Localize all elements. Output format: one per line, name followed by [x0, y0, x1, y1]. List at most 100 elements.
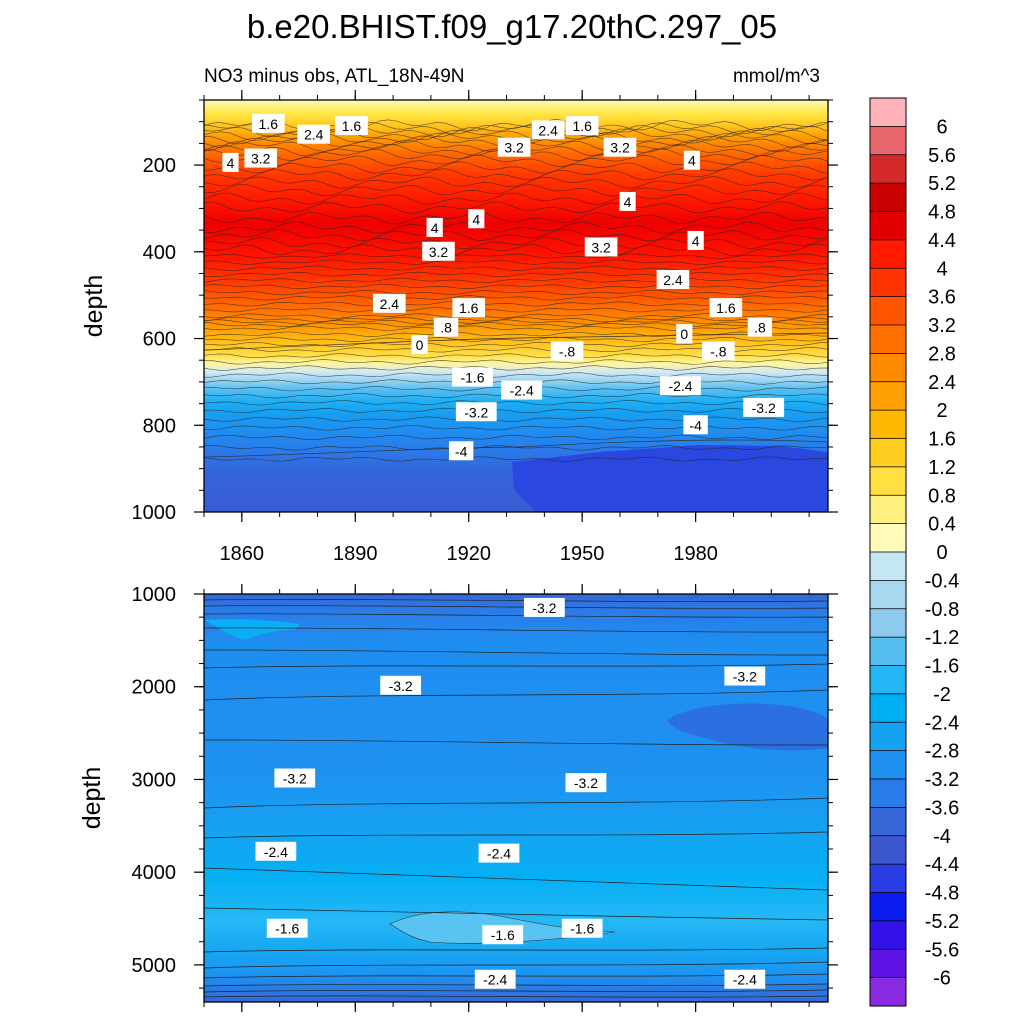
contour-label-text: -1.6 — [570, 921, 594, 937]
contour-label: 1.6 — [335, 116, 368, 136]
contour-label-text: 3.2 — [251, 151, 271, 167]
colorbar-label: 3.2 — [928, 315, 956, 337]
contour-label-box — [255, 841, 297, 861]
colorbar-label: -1.6 — [925, 656, 959, 678]
colorbar-swatch — [870, 693, 906, 723]
contour-label-text: 3.2 — [504, 140, 524, 156]
lower-y-axis-title: depth — [78, 767, 106, 830]
colorbar-swatch — [870, 381, 906, 411]
contour-label: 1.6 — [709, 298, 743, 318]
contour-label: .8 — [433, 317, 459, 337]
colorbar-label: -3.6 — [925, 797, 959, 819]
contour-label-text: 1.6 — [572, 118, 592, 134]
y-tick-label: 3000 — [132, 769, 177, 791]
contour-label-box — [683, 150, 700, 170]
contour-label-box — [687, 230, 704, 250]
upper-contour-line — [203, 201, 829, 214]
contour-label-text: -1.6 — [491, 927, 515, 943]
colorbar-swatch — [870, 779, 906, 808]
contour-label-text: 1.6 — [259, 116, 279, 132]
contour-label-box — [433, 317, 459, 337]
chart-title: b.e20.BHIST.f09_g17.20thC.297_05 — [247, 8, 777, 45]
colorbar-label: 2.4 — [928, 372, 956, 394]
upper-contour-line — [203, 425, 829, 431]
y-tick-label: 800 — [143, 415, 176, 437]
colorbar-label: 0 — [936, 542, 947, 564]
upper-contour-labels: 1.6 2.4 3.2 4 1.6 3.2 2.4 1.6 3.2 4 4 4 4 4 3.2 3.2 2.4 1… — [222, 113, 785, 461]
contour-label: 4 — [468, 209, 485, 229]
contour-label-text: -.8 — [559, 344, 576, 360]
contour-label-text: 1.6 — [716, 300, 736, 316]
colorbar: 6 5.6 5.2 4.8 4.4 4 3.6 3.2 2.8 2.4 2 1.6 1.2 0.8 0.4 0… — [869, 97, 959, 1007]
contour-label: 3.2 — [422, 241, 455, 261]
contour-label-box — [497, 137, 531, 157]
colorbar-label: -0.4 — [925, 570, 959, 592]
contour-label-box — [452, 367, 493, 387]
contour-label-text: -3.2 — [733, 669, 757, 685]
upper-contour-line — [203, 236, 829, 250]
y-tick-label: 200 — [143, 155, 176, 177]
contour-label: -1.6 — [482, 925, 524, 945]
contour-label-text: 4 — [692, 233, 700, 249]
colorbar-swatch — [870, 438, 906, 468]
colorbar-swatch — [870, 665, 906, 695]
y-tick-label: 4000 — [132, 862, 177, 884]
contour-label: 0 — [676, 324, 693, 344]
upper-contour-line — [203, 168, 829, 181]
colorbar-label: -2 — [933, 684, 951, 706]
contour-label-box — [373, 293, 406, 313]
colorbar-swatch — [870, 722, 906, 752]
colorbar-swatch — [870, 807, 906, 837]
contour-label: 4 — [619, 191, 636, 211]
upper-contour-line — [203, 176, 829, 189]
upper-contour-line — [203, 336, 829, 343]
contour-label: 3.2 — [603, 137, 637, 157]
upper-contour-line — [203, 434, 829, 441]
upper-contour-line — [203, 445, 829, 451]
contour-label-box — [683, 415, 708, 435]
lower-contour-line — [203, 663, 829, 669]
colorbar-swatch — [870, 552, 906, 581]
colorbar-label: 2.8 — [928, 343, 956, 365]
contour-label: -.8 — [550, 341, 584, 361]
contour-label-box — [676, 324, 693, 344]
colorbar-swatch — [870, 296, 906, 326]
colorbar-label: -3.2 — [925, 769, 959, 791]
colorbar-label: 5.2 — [928, 173, 956, 195]
colorbar-swatch — [870, 325, 906, 354]
contour-label: -2.4 — [478, 843, 520, 863]
upper-contour-line — [203, 221, 829, 234]
colorbar-label: -4 — [933, 826, 951, 848]
contour-label-box — [380, 675, 422, 695]
contour-label-text: 2.4 — [380, 296, 400, 312]
upper-contour-line — [203, 243, 829, 257]
upper-contour-line — [203, 325, 829, 331]
contour-label: 4 — [426, 217, 443, 237]
contour-label: -2.4 — [255, 841, 297, 861]
contour-label-box — [222, 152, 239, 172]
lower-contour-line — [203, 739, 829, 746]
contour-label-text: 3.2 — [429, 244, 449, 260]
contour-label-box — [266, 918, 308, 938]
contour-label-box — [297, 124, 330, 144]
colorbar-swatch — [870, 835, 906, 865]
colorbar-label: -6 — [933, 968, 951, 990]
colorbar-swatch — [870, 268, 906, 298]
lower-contour-line — [203, 627, 829, 633]
contour-label: 2.4 — [531, 120, 565, 140]
colorbar-label: 6 — [936, 116, 947, 138]
contour-label-text: -3.2 — [532, 600, 556, 616]
contour-label-box — [523, 597, 565, 617]
upper-contour-line — [203, 161, 829, 174]
contour-label: 4 — [222, 152, 239, 172]
contour-label-text: -.8 — [710, 344, 727, 360]
lower-contour-line — [203, 907, 829, 921]
contour-label-box — [565, 116, 599, 136]
contour-label-box — [743, 397, 785, 417]
lower-contour-line — [203, 689, 829, 701]
lower-contour-line — [203, 797, 829, 809]
contour-label: -2.4 — [474, 969, 516, 989]
upper-contour-line — [203, 211, 829, 225]
